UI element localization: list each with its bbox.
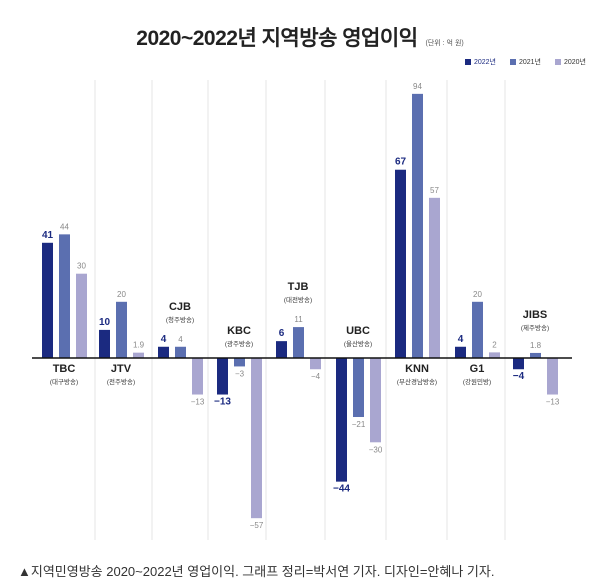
data-label: 67 <box>395 157 407 168</box>
category-sublabel: (청주방송) <box>166 315 194 324</box>
bar-TJB-2020년 <box>310 358 321 370</box>
category-sublabel: (광주방송) <box>225 339 253 348</box>
data-label: −30 <box>369 445 383 454</box>
data-label: 4 <box>458 334 464 345</box>
legend-label: 2021년 <box>518 59 541 66</box>
data-label: 11 <box>294 315 303 324</box>
bar-JTV-2021년 <box>116 301 127 358</box>
bar-KNN-2022년 <box>395 169 406 358</box>
category-sublabel: (부산경남방송) <box>397 377 437 386</box>
bar-UBC-2021년 <box>353 358 364 418</box>
data-label: 10 <box>99 317 111 328</box>
bar-JIBS-2021년 <box>530 352 541 358</box>
data-label: −21 <box>352 420 366 429</box>
bar-G1-2022년 <box>455 346 466 358</box>
legend-swatch <box>464 59 471 66</box>
legend-item-2020: 2020년 <box>554 57 586 67</box>
category-sublabel: (강원민방) <box>463 377 491 386</box>
data-label: −13 <box>214 397 231 408</box>
legend-item-2021: 2021년 <box>509 57 541 67</box>
bar-UBC-2020년 <box>370 358 381 443</box>
chart-title: 2020~2022년 지역방송 영업이익 <box>136 27 418 50</box>
data-label: −57 <box>250 521 264 530</box>
legend-swatch <box>509 59 516 66</box>
legend: 2022년 2021년 2020년 <box>464 57 586 67</box>
legend-item-2022: 2022년 <box>464 57 496 67</box>
bar-KBC-2021년 <box>234 358 245 367</box>
data-label: 4 <box>161 334 167 345</box>
category-label: TJB <box>288 281 309 293</box>
category-sublabel: (대구방송) <box>50 377 78 386</box>
bar-CJB-2021년 <box>175 346 186 358</box>
data-label: 20 <box>473 290 482 299</box>
category-label: G1 <box>470 363 485 375</box>
chart-header: 2020~2022년 지역방송 영업이익 (단위 : 억 원) <box>0 22 600 52</box>
bar-KNN-2020년 <box>429 197 440 358</box>
bar-JTV-2022년 <box>99 329 110 358</box>
bar-TBC-2020년 <box>76 273 87 358</box>
data-label: 20 <box>117 290 126 299</box>
bar-G1-2020년 <box>489 352 500 358</box>
data-label: −3 <box>235 369 245 378</box>
bar-CJB-2022년 <box>158 346 169 358</box>
legend-swatch <box>554 59 561 66</box>
data-label: −13 <box>191 398 205 407</box>
category-label: JTV <box>111 363 132 375</box>
category-label: UBC <box>346 325 370 337</box>
bar-TJB-2021년 <box>293 327 304 358</box>
data-label: −4 <box>311 372 321 381</box>
bar-JTV-2020년 <box>133 352 144 358</box>
bar-CJB-2020년 <box>192 358 203 395</box>
data-label: 2 <box>492 340 497 349</box>
category-sublabel: (전주방송) <box>107 377 135 386</box>
bar-KBC-2022년 <box>217 358 228 395</box>
bar-G1-2021년 <box>472 301 483 358</box>
bar-TBC-2021년 <box>59 234 70 358</box>
bar-JIBS-2022년 <box>513 358 524 370</box>
bar-KNN-2021년 <box>412 93 423 359</box>
data-label: 4 <box>178 335 183 344</box>
data-label: −44 <box>333 484 350 495</box>
category-label: TBC <box>53 363 76 375</box>
legend-label: 2020년 <box>563 59 586 66</box>
category-label: CJB <box>169 301 191 313</box>
data-label: 41 <box>42 230 54 241</box>
category-label: JIBS <box>523 309 547 321</box>
category-sublabel: (제주방송) <box>521 323 549 332</box>
data-label: 6 <box>279 328 285 339</box>
data-label: 94 <box>413 82 422 91</box>
unit-label: (단위 : 억 원) <box>425 40 464 47</box>
bar-TJB-2022년 <box>276 341 287 358</box>
data-label: 44 <box>60 222 69 231</box>
category-sublabel: (울산방송) <box>344 339 372 348</box>
category-sublabel: (대전방송) <box>284 295 312 304</box>
bar-KBC-2020년 <box>251 358 262 519</box>
category-label: KBC <box>227 325 251 337</box>
data-label: 57 <box>430 186 439 195</box>
data-label: 30 <box>77 262 86 271</box>
bar-TBC-2022년 <box>42 242 53 358</box>
bar-UBC-2022년 <box>336 358 347 482</box>
caption: ▲지역민영방송 2020~2022년 영업이익. 그래프 정리=박서연 기자. … <box>18 564 495 579</box>
category-label: KNN <box>405 363 429 375</box>
data-label: −4 <box>513 371 525 382</box>
bar-JIBS-2020년 <box>547 358 558 395</box>
legend-label: 2022년 <box>473 59 496 66</box>
data-label: −13 <box>546 398 560 407</box>
data-label: 1.8 <box>530 341 542 350</box>
data-label: 1.9 <box>133 341 145 350</box>
